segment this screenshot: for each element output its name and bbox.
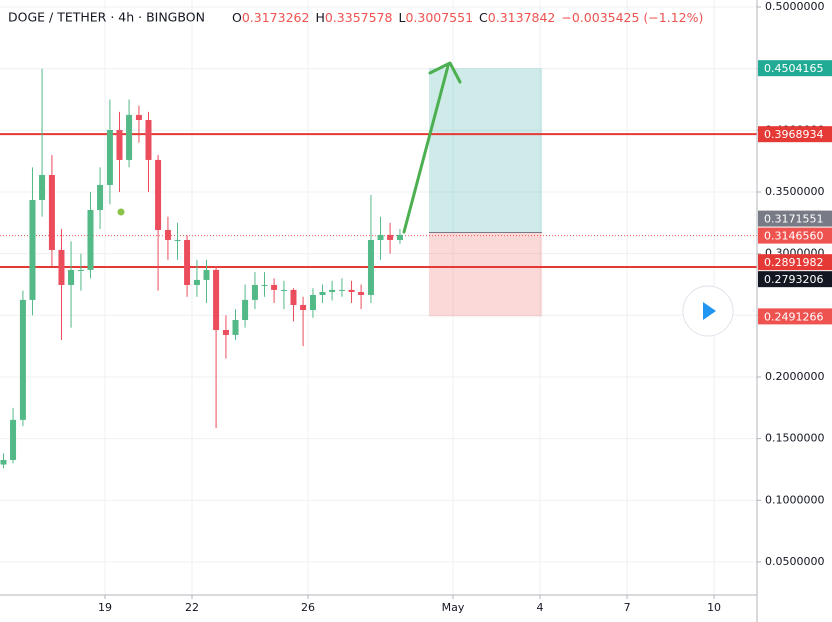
legend-key: H (315, 10, 324, 25)
legend-value: 0.3137842 (488, 10, 556, 25)
candle-body (106, 129, 113, 185)
candle-body (232, 320, 239, 335)
price-label: 0.2891982 (764, 256, 824, 269)
legend-value: 0.3173262 (242, 10, 310, 25)
candle-body (213, 269, 220, 330)
candle-body (155, 159, 162, 230)
price-label-box (758, 227, 832, 244)
play-icon (703, 302, 716, 320)
candle-body (309, 294, 316, 311)
y-tick-label: 0.1000000 (765, 493, 825, 506)
candle-body (348, 289, 355, 293)
candle-body (242, 299, 249, 321)
candle-body (193, 279, 200, 285)
arrow (402, 61, 462, 234)
price-label-box (758, 126, 832, 143)
y-tick-label: 0.3500000 (765, 185, 825, 198)
y-tick-label: 0.2000000 (765, 370, 825, 383)
candle-body (87, 210, 94, 270)
price-label-box (758, 60, 832, 77)
candle-body (251, 284, 258, 300)
candle-body (126, 114, 133, 160)
price-label: 0.3171551 (764, 213, 824, 226)
header: DOGE / TETHER · 4h · BINGBON O0.3173262 H… (8, 10, 703, 25)
legend-key: O (232, 10, 242, 25)
candle-body (329, 289, 336, 293)
x-tick-label: 19 (98, 601, 112, 614)
x-tick-label: 7 (624, 601, 631, 614)
candle-body (377, 234, 384, 240)
price-label-box (758, 254, 832, 271)
x-tick-label: 26 (301, 601, 315, 614)
signal-dot (117, 208, 125, 216)
price-label: 0.3146560 (764, 230, 824, 243)
candle-body (39, 174, 46, 201)
loss-zone (428, 232, 543, 317)
candle-body (116, 129, 123, 160)
candle-body (358, 292, 365, 295)
candle-body (58, 249, 65, 285)
chart-title: DOGE / TETHER · 4h · BINGBON (8, 10, 205, 25)
candle-body (48, 174, 55, 250)
candle-body (10, 419, 17, 460)
candle-body (367, 239, 374, 295)
play-button[interactable] (682, 285, 734, 337)
candle-body (68, 269, 75, 285)
candle-body (184, 239, 191, 285)
candle-body (300, 304, 307, 311)
candle-body (396, 234, 403, 240)
price-label: 0.3968934 (764, 128, 824, 141)
candle-body (338, 289, 345, 291)
x-tick-label: 10 (707, 601, 721, 614)
candle-body (261, 284, 268, 286)
price-label: 0.2491266 (764, 310, 824, 323)
candle-body (77, 269, 84, 271)
candle-body (97, 184, 104, 211)
legend-value: 0.3007551 (405, 10, 473, 25)
x-tick-label: 4 (537, 601, 544, 614)
legend-change: −0.0035425 (−1.12%) (561, 10, 703, 25)
candle-body (0, 459, 7, 465)
legend-key: C (479, 10, 488, 25)
price-label: 0.4504165 (764, 62, 824, 75)
price-label: 0.2793206 (764, 273, 824, 286)
y-tick-label: 0.5000000 (765, 0, 825, 13)
candle-body (203, 269, 210, 280)
candle-body (145, 119, 152, 160)
candle-body (290, 289, 297, 305)
price-label-box (758, 271, 832, 288)
candle-body (164, 229, 171, 240)
candle-body (174, 239, 181, 241)
y-tick-label: 0.0500000 (765, 555, 825, 568)
legend-value: 0.3357578 (325, 10, 393, 25)
candle-body (135, 114, 142, 120)
x-tick-label: May (442, 601, 465, 614)
profit-zone (428, 68, 543, 233)
candle-body (222, 329, 229, 335)
x-tick-label: 22 (185, 601, 199, 614)
candle-body (280, 289, 287, 291)
candle-body (29, 200, 36, 300)
candle-body (387, 234, 394, 240)
candle-body (19, 299, 26, 420)
candle-body (271, 284, 278, 290)
candle-body (319, 292, 326, 295)
y-tick-label: 0.1500000 (765, 432, 825, 445)
price-label-box (758, 308, 832, 325)
ohlc-legend: O0.3173262 H0.3357578 L0.3007551 C0.3137842… (232, 10, 703, 25)
legend-key: L (398, 10, 405, 25)
price-label-box (758, 210, 832, 227)
